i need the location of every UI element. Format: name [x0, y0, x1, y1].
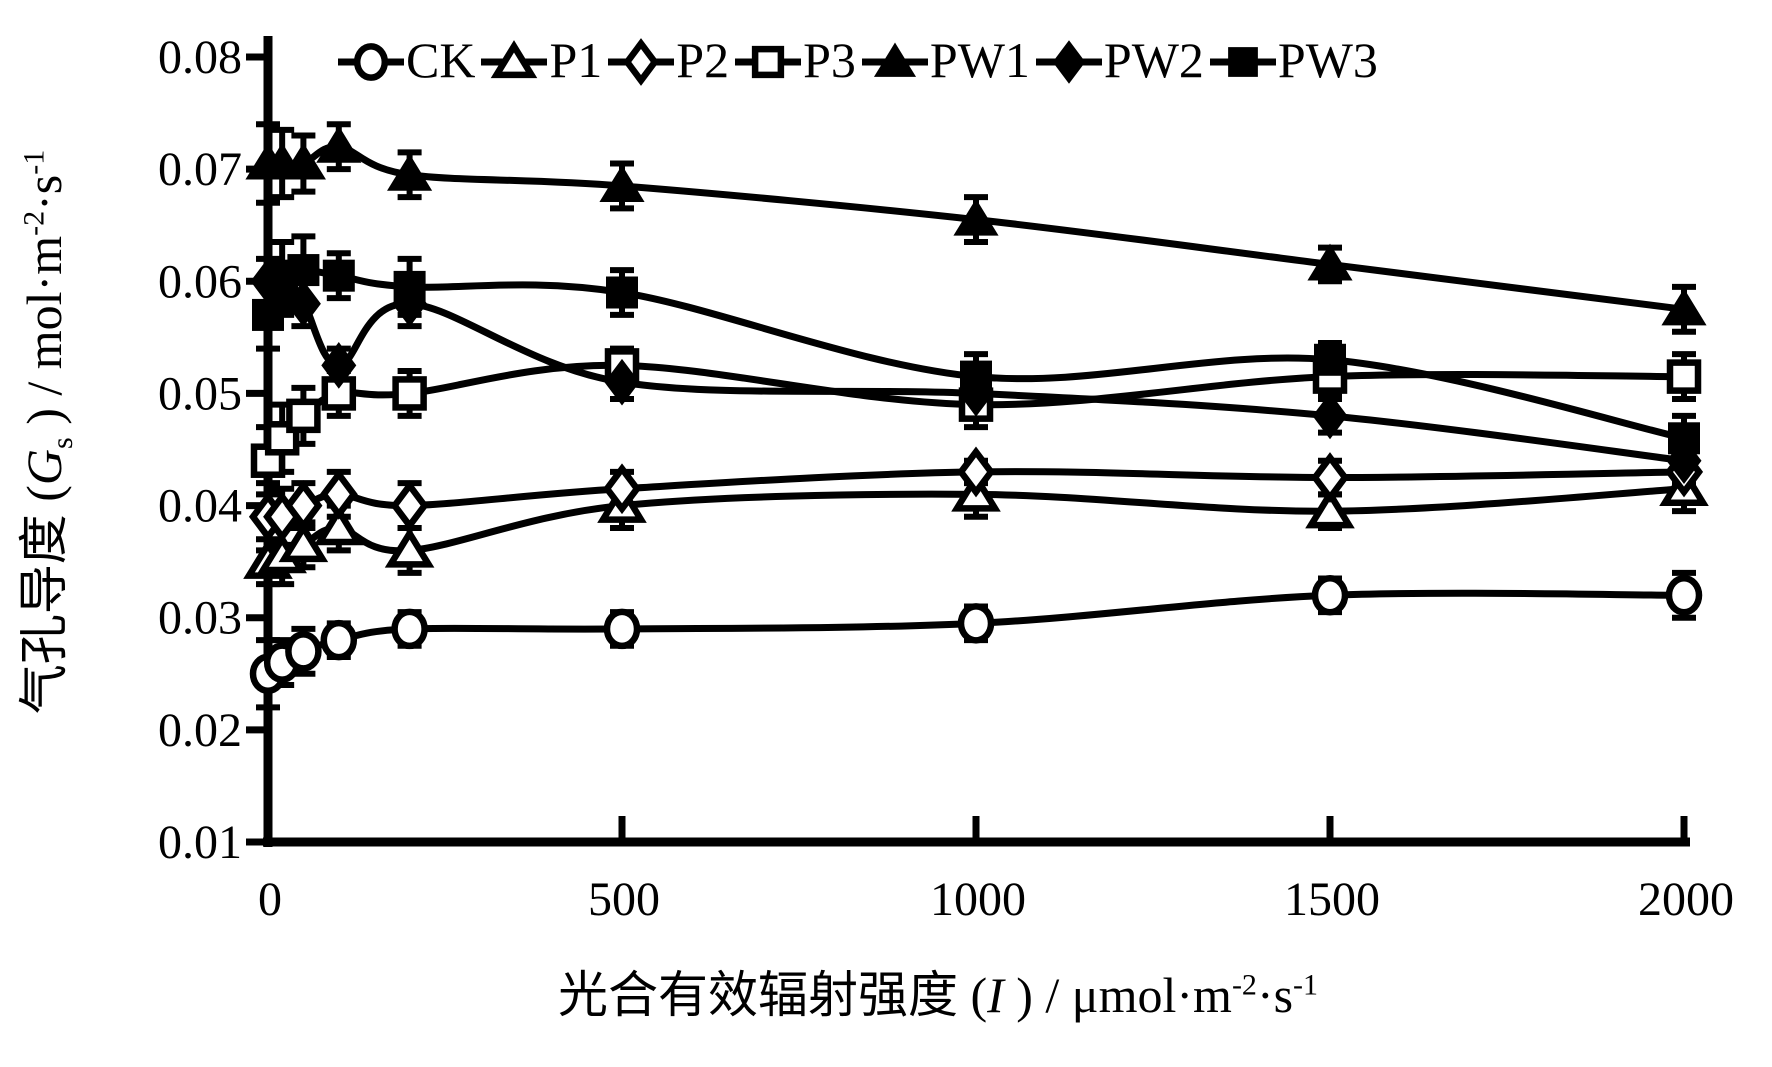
glyph [353, 43, 389, 81]
marker-PW3 [606, 276, 638, 309]
legend-item-pw1: PW1 [861, 32, 1030, 88]
marker-PW3 [322, 259, 355, 292]
glyph [1052, 40, 1086, 84]
square-open-marker-icon [735, 45, 802, 79]
marker-CK [320, 619, 358, 661]
x-tick-label: 1500 [1284, 873, 1380, 926]
legend-item-p2: P2 [608, 32, 730, 88]
legend-item-pw3: PW3 [1209, 32, 1378, 88]
text-run: G [16, 448, 72, 486]
text-run: 光合有效辐射强度 ( [557, 967, 988, 1023]
diamond-solid-marker-icon [1035, 40, 1102, 84]
triangle-open-marker-icon [481, 40, 548, 79]
legend-item-pw2: PW2 [1035, 32, 1204, 88]
marker-CK [603, 608, 641, 650]
triangle-solid-marker-icon [861, 42, 928, 77]
square-solid-marker-icon [1209, 47, 1276, 77]
text-run: ) / mol·m [16, 235, 72, 438]
glyph [491, 40, 538, 79]
marker-PW2 [1312, 392, 1348, 440]
y-tick-label: 0.06 [158, 255, 242, 308]
x-tick-label: 500 [588, 873, 660, 926]
marker-PW3 [1314, 343, 1346, 376]
marker-PW3 [960, 360, 992, 393]
glyph [1228, 47, 1258, 77]
marker-P1 [1305, 487, 1355, 529]
legend-label-pw2: PW2 [1103, 32, 1204, 88]
x-tick-label: 2000 [1638, 873, 1734, 926]
marker-PW3 [287, 254, 320, 287]
text-run: -1 [17, 149, 51, 175]
legend-label-pw1: PW1 [929, 32, 1030, 88]
marker-PW1 [280, 142, 326, 180]
legend-item-p1: P1 [481, 32, 603, 88]
marker-P1 [313, 504, 364, 546]
marker-P2 [390, 480, 429, 531]
legend-label-p2: P2 [676, 32, 730, 88]
marker-PW3 [1668, 422, 1700, 455]
marker-PW3 [252, 298, 284, 331]
marker-PW1 [1661, 288, 1707, 326]
marker-P2 [956, 446, 996, 498]
y-tick-label: 0.03 [158, 592, 242, 645]
legend-label-pw3: PW3 [1277, 32, 1378, 88]
x-tick-label: 1000 [930, 873, 1026, 926]
legend-item-ck: CK [338, 32, 476, 88]
legend-item-p3: P3 [735, 32, 856, 88]
marker-P1 [278, 521, 329, 563]
marker-P3 [264, 421, 300, 456]
y-tick-label: 0.02 [158, 704, 242, 757]
marker-P2 [319, 468, 358, 520]
marker-P1 [384, 527, 435, 568]
text-run: -2 [1231, 968, 1257, 1002]
marker-PW2 [321, 342, 357, 389]
marker-CK [391, 608, 428, 650]
y-tick-label: 0.04 [158, 480, 242, 533]
marker-P3 [392, 376, 427, 411]
y-tick-label: 0.07 [158, 143, 242, 196]
y-tick-label: 0.01 [158, 816, 242, 869]
text-run: -2 [17, 210, 51, 236]
marker-PW1 [1307, 243, 1353, 281]
glyph [751, 45, 785, 79]
y-tick-label: 0.08 [158, 31, 242, 84]
marker-CK [957, 603, 995, 644]
legend-label-ck: CK [406, 32, 476, 88]
text-run: ·s [16, 174, 72, 211]
glyph [623, 38, 660, 86]
marker-PW1 [387, 153, 433, 191]
marker-PW2 [604, 358, 640, 406]
text-run: s [46, 437, 79, 449]
marker-P2 [284, 480, 323, 531]
legend-label-p1: P1 [549, 32, 603, 88]
text-run: I [987, 967, 1004, 1023]
marker-PW1 [599, 165, 645, 202]
x-tick-label: 0 [258, 873, 282, 926]
legend-label-p3: P3 [803, 32, 856, 88]
marker-P3 [1666, 359, 1702, 394]
marker-P2 [602, 463, 642, 515]
y-tick-label: 0.05 [158, 367, 242, 420]
legend: CK P1 P2 P3 PW1 PW2 PW3 [338, 32, 1378, 88]
marker-PW2 [285, 280, 321, 328]
marker-P2 [1310, 452, 1350, 503]
marker-CK [1665, 575, 1703, 616]
marker-CK [1311, 575, 1349, 616]
marker-PW1 [953, 198, 999, 236]
marker-P3 [286, 398, 321, 434]
marker-PW3 [393, 270, 426, 303]
marker-CK [285, 631, 322, 672]
text-run: -1 [1293, 968, 1319, 1002]
diamond-open-marker-icon [608, 38, 675, 86]
text-run: ·s [1256, 967, 1294, 1023]
text-run: 气孔导度 ( [16, 485, 72, 715]
glyph [873, 42, 916, 77]
marker-PW1 [316, 125, 362, 163]
circle-open-marker-icon [338, 43, 404, 81]
text-run: ) / μmol·m [1003, 967, 1232, 1023]
